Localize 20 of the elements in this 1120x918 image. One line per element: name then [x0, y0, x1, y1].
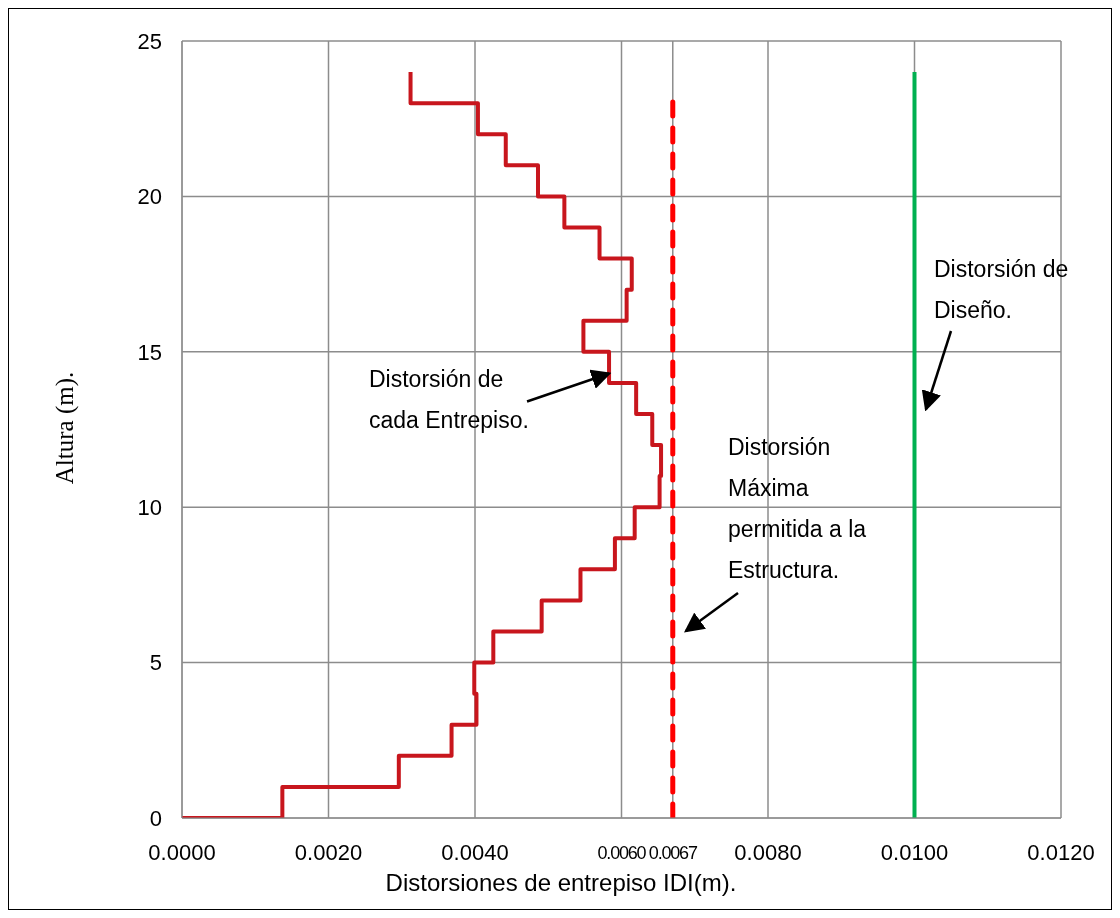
x-tick-label: 0.0000	[148, 839, 216, 865]
y-tick-label: 0	[149, 805, 162, 831]
y-tick-label: 10	[137, 495, 162, 521]
y-axis-title: Altura (m).	[51, 370, 79, 486]
annotation: Distorsión Máxima permitida a la Estructura.	[728, 433, 868, 585]
x-tick-label: 0.0080	[734, 839, 802, 865]
y-tick-label: 5	[149, 650, 162, 676]
x-tick-label: 0.0060	[597, 842, 647, 863]
annotation: Distorsión de Diseño.	[934, 255, 1070, 325]
x-tick-label: 0.0020	[294, 839, 363, 865]
x-tick-label: 0.0100	[880, 839, 949, 865]
y-tick-label: 15	[137, 339, 162, 365]
x-tick-label: 0.0120	[1027, 839, 1095, 865]
x-axis-title: Distorsiones de entrepiso IDI(m).	[384, 869, 738, 897]
y-tick-label: 25	[137, 28, 162, 54]
line-series	[182, 70, 664, 818]
y-tick-label: 20	[137, 184, 162, 210]
x-tick-label: 0.0067	[648, 842, 698, 863]
annotation: Distorsión de cada Entrepiso.	[369, 365, 530, 435]
x-tick-label: 0.0040	[441, 839, 509, 865]
